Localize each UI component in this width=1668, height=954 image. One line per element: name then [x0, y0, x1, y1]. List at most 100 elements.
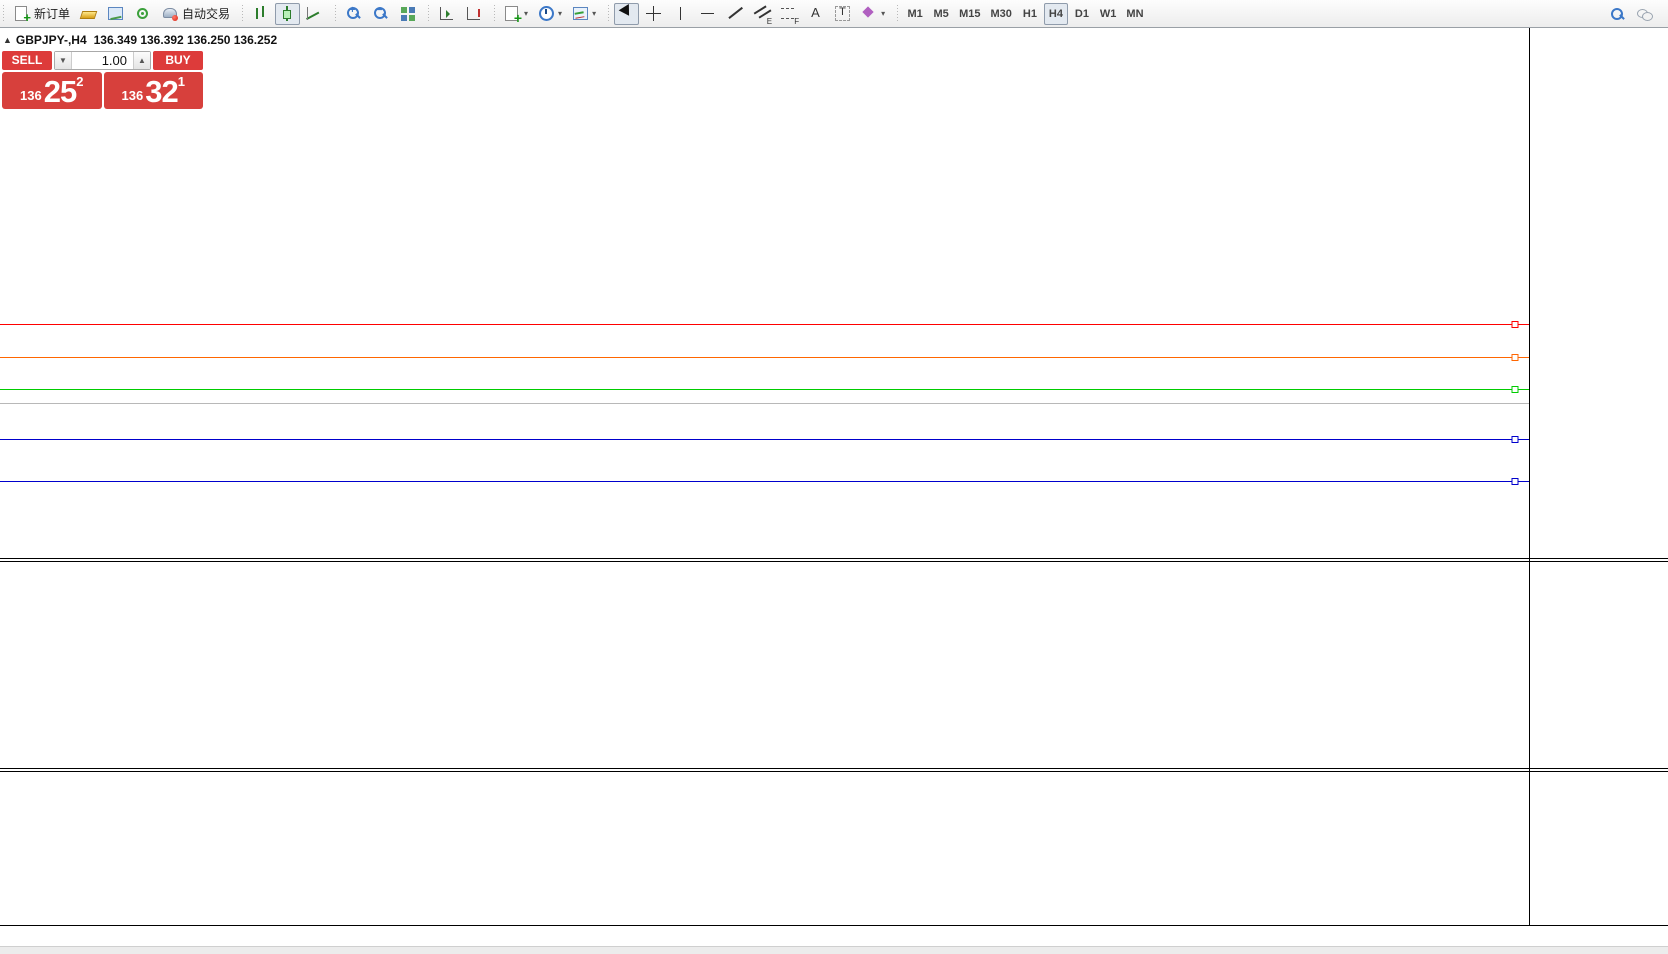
chevron-down-icon[interactable]: ▾ — [592, 9, 597, 18]
volume-down-button[interactable]: ▼ — [55, 52, 72, 69]
timeframe-w1-button-label: W1 — [1099, 7, 1117, 20]
bar-chart-button[interactable] — [248, 3, 273, 25]
chevron-down-icon[interactable]: ▾ — [881, 9, 886, 18]
timeframe-h1-button[interactable]: H1 — [1018, 3, 1042, 25]
timeframe-mn-button-label: MN — [1126, 7, 1144, 20]
sell-price-tile[interactable]: 136 25 2 — [2, 72, 102, 109]
signals-button[interactable] — [130, 3, 155, 25]
timeframe-m15-button-label: M15 — [959, 7, 981, 20]
crosshair-button[interactable] — [641, 3, 666, 25]
signal-icon — [134, 5, 151, 22]
new-order-button-label: 新订单 — [34, 7, 71, 21]
toolbar-group-scroll — [425, 0, 491, 28]
symbol-info: ▲ GBPJPY-,H4 136.349 136.392 136.250 136… — [3, 33, 277, 47]
sell-price-sup: 2 — [76, 74, 84, 89]
timeframe-w1-button[interactable]: W1 — [1096, 3, 1121, 25]
timeframe-h4-button-label: H4 — [1048, 7, 1063, 20]
timeframe-m1-button[interactable]: M1 — [903, 3, 927, 25]
new-order-button[interactable]: 新订单 — [9, 3, 74, 25]
periods-icon — [538, 5, 555, 22]
text-label-button[interactable] — [830, 3, 855, 25]
sell-button[interactable]: SELL — [2, 51, 52, 70]
periods-button[interactable]: ▾ — [534, 3, 566, 25]
templates-icon — [572, 5, 589, 22]
indicators-button[interactable]: ▾ — [500, 3, 532, 26]
timeframe-m5-button-label: M5 — [933, 7, 949, 20]
buy-price-prefix: 136 — [121, 88, 144, 103]
one-click-trading-panel: SELL ▼ 1.00 ▲ BUY 136 25 2 136 32 1 — [2, 51, 203, 109]
zoom-in-button[interactable] — [341, 3, 366, 25]
label-icon — [834, 5, 851, 22]
text-button[interactable] — [803, 3, 828, 25]
trendline-icon — [726, 5, 743, 22]
gold-icon — [80, 5, 97, 22]
chart-shift-button[interactable] — [461, 3, 486, 25]
zoom-in-icon — [345, 5, 362, 22]
volume-box: ▼ 1.00 ▲ — [54, 51, 151, 70]
timeframe-d1-button[interactable]: D1 — [1070, 3, 1094, 25]
symbol-title: GBPJPY-,H4 — [15, 33, 87, 47]
candlestick-button[interactable] — [275, 2, 301, 25]
equidistant-channel-button[interactable] — [749, 3, 774, 26]
bar-chart-icon — [252, 5, 269, 22]
templates-button[interactable]: ▾ — [568, 3, 600, 25]
volume-input[interactable]: 1.00 — [101, 53, 127, 68]
autotrade-icon — [161, 5, 179, 22]
zoom-out-button[interactable] — [368, 3, 393, 25]
tile-windows-icon — [399, 5, 416, 22]
chevron-down-icon[interactable]: ▾ — [524, 9, 529, 18]
hline-icon — [699, 5, 716, 22]
chat-icon — [1636, 6, 1653, 23]
timeframe-h1-button-label: H1 — [1022, 7, 1037, 20]
timeframe-m30-button[interactable]: M30 — [987, 3, 1016, 25]
line-chart-button[interactable] — [302, 3, 327, 25]
arrows-button[interactable]: ▾ — [857, 3, 889, 25]
horizontal-level-lines[interactable] — [0, 321, 1529, 485]
sell-price-prefix: 136 — [20, 88, 42, 103]
autotrade-button[interactable]: 自动交易 — [157, 3, 234, 25]
toolbar-group-trade: 新订单 自动交易 — [0, 0, 239, 28]
auto-scroll-button[interactable] — [434, 3, 459, 25]
toolbar-group-tools: ▾ — [605, 0, 894, 28]
timeframe-m30-button-label: M30 — [990, 7, 1012, 20]
horizontal-scrollbar[interactable] — [0, 946, 1668, 954]
price-chart-canvas[interactable] — [0, 28, 1668, 954]
buy-price-tile[interactable]: 136 32 1 — [103, 72, 203, 109]
fibonacci-icon — [780, 5, 799, 26]
sell-price-big: 25 — [43, 74, 77, 109]
data-window-button[interactable] — [103, 3, 128, 25]
chart-shift-icon — [465, 5, 482, 22]
chevron-down-icon[interactable]: ▾ — [558, 9, 563, 18]
timeframe-m5-button[interactable]: M5 — [929, 3, 953, 25]
timeframe-m15-button[interactable]: M15 — [955, 3, 984, 25]
toolbar-group-timeframes: M1 M5 M15 M30 H1 H4 D1 W1 MN — [894, 0, 1152, 28]
line-chart-icon — [306, 5, 323, 22]
chart-window-icon — [107, 5, 124, 22]
vertical-line-button[interactable] — [668, 3, 693, 25]
market-watch-button[interactable] — [76, 3, 101, 25]
fibonacci-button[interactable] — [776, 3, 801, 26]
tile-windows-button[interactable] — [395, 3, 420, 25]
trendline-button[interactable] — [722, 3, 747, 25]
indicators-icon — [504, 5, 522, 26]
cursor-icon — [618, 5, 635, 22]
auto-scroll-icon — [438, 5, 455, 22]
vline-icon — [672, 5, 689, 22]
crosshair-icon — [645, 5, 662, 22]
candlestick-icon — [279, 5, 296, 22]
text-icon — [807, 5, 824, 22]
toolbar-group-insert: ▾ ▾ ▾ — [491, 0, 605, 28]
horizontal-line-button[interactable] — [695, 3, 720, 25]
timeframe-mn-button[interactable]: MN — [1122, 3, 1147, 25]
search-button[interactable] — [1605, 3, 1630, 25]
cursor-button[interactable] — [614, 2, 640, 25]
timeframe-m1-button-label: M1 — [907, 7, 923, 20]
volume-up-button[interactable]: ▲ — [133, 52, 150, 69]
channel-icon — [753, 5, 772, 26]
chat-button[interactable] — [1632, 3, 1657, 25]
chart-window: ▲ GBPJPY-,H4 136.349 136.392 136.250 136… — [0, 28, 1668, 954]
pane-separators[interactable] — [0, 558, 1668, 926]
timeframe-h4-button[interactable]: H4 — [1043, 2, 1068, 25]
buy-button[interactable]: BUY — [153, 51, 203, 70]
new-order-icon — [13, 5, 31, 25]
